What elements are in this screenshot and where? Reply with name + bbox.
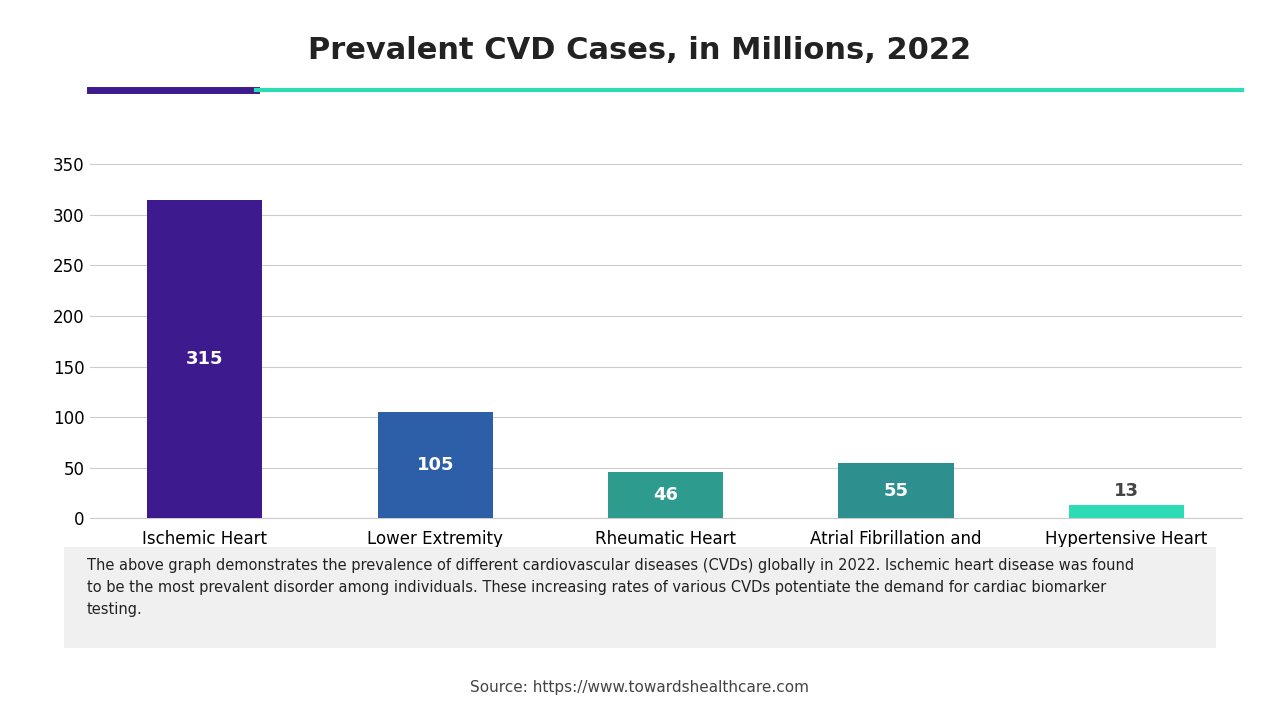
- Bar: [147, 199, 262, 518]
- Text: 315: 315: [186, 350, 224, 368]
- Bar: [608, 472, 723, 518]
- Text: Source: https://www.towardshealthcare.com: Source: https://www.towardshealthcare.co…: [471, 680, 809, 695]
- Text: 46: 46: [653, 486, 678, 504]
- Text: 105: 105: [416, 456, 454, 474]
- Text: The above graph demonstrates the prevalence of different cardiovascular diseases: The above graph demonstrates the prevale…: [87, 558, 1134, 617]
- Text: Prevalent CVD Cases, in Millions, 2022: Prevalent CVD Cases, in Millions, 2022: [308, 36, 972, 65]
- Bar: [1069, 505, 1184, 518]
- Bar: [838, 463, 954, 518]
- Text: 55: 55: [883, 482, 909, 500]
- Bar: [378, 412, 493, 518]
- Text: 13: 13: [1114, 482, 1139, 500]
